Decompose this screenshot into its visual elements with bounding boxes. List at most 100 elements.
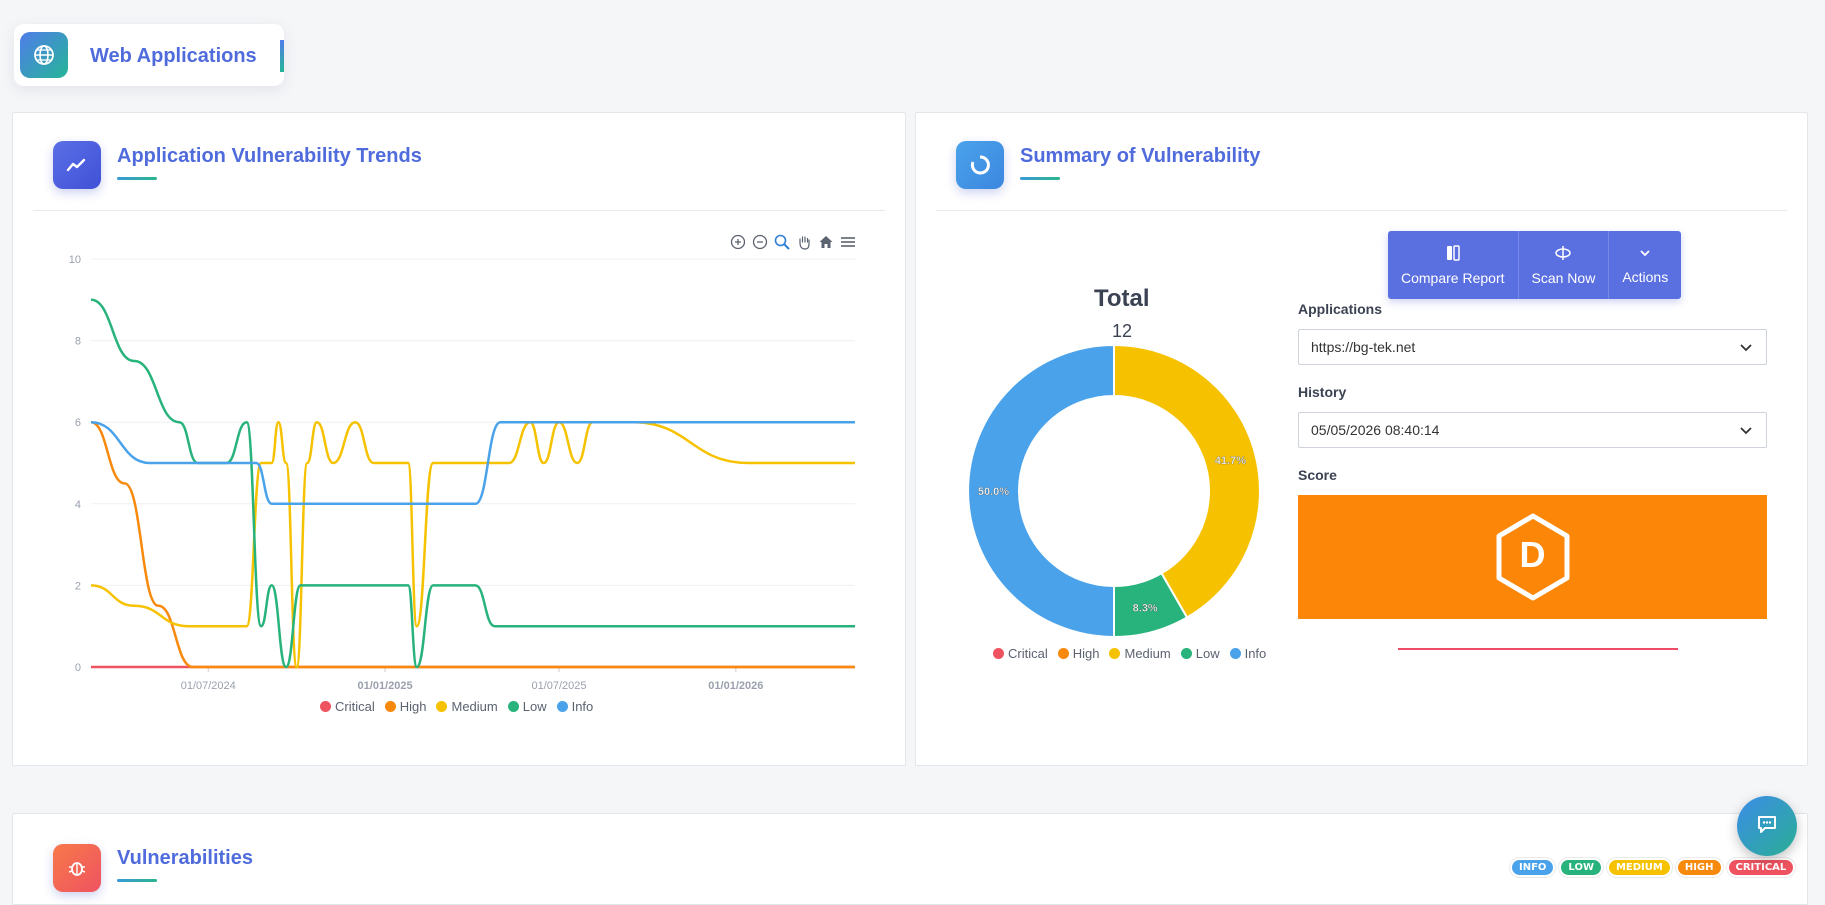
trend-line-icon — [53, 141, 101, 189]
series-line-low[interactable] — [90, 298, 855, 669]
legend-dot — [1229, 648, 1241, 659]
summary-card-title: Summary of Vulnerability — [1020, 145, 1261, 167]
score-hexagon-badge: D — [1493, 512, 1573, 602]
score-label: Score — [1298, 467, 1337, 483]
badge-medium[interactable]: MEDIUM — [1606, 858, 1672, 877]
series-line-info[interactable] — [90, 420, 855, 506]
series-line-medium[interactable] — [90, 420, 855, 669]
legend-label: Low — [1195, 646, 1220, 661]
donut-chart-icon — [956, 141, 1004, 189]
trend-legend-item-medium[interactable]: Medium — [436, 699, 498, 714]
zoom-out-icon[interactable] — [751, 233, 769, 251]
scan-now-button[interactable]: Scan Now — [1517, 231, 1609, 299]
legend-label: Info — [571, 699, 594, 714]
summary-card: Summary of Vulnerability Compare Report … — [915, 112, 1808, 766]
y-tick-label: 10 — [69, 254, 81, 266]
legend-dot — [1180, 648, 1192, 659]
donut-chart-legend: Critical High Medium Low Info — [993, 646, 1266, 661]
y-tick-label: 8 — [75, 336, 81, 348]
legend-dot — [384, 701, 396, 712]
donut-legend-item-critical[interactable]: Critical — [993, 646, 1048, 661]
compare-report-button[interactable]: Compare Report — [1388, 231, 1518, 299]
score-panel: D — [1298, 495, 1767, 619]
trend-legend-item-high[interactable]: High — [384, 699, 427, 714]
title-underline — [117, 879, 157, 882]
trend-legend-item-info[interactable]: Info — [556, 699, 594, 714]
legend-dot — [556, 701, 568, 712]
donut-slice-label: 50.0% — [978, 486, 1009, 498]
badge-critical[interactable]: CRITICAL — [1726, 858, 1796, 877]
series-line-high[interactable] — [90, 420, 855, 669]
donut-legend-item-info[interactable]: Info — [1229, 646, 1267, 661]
trend-line-chart: 0 2 4 6 8 10 01/07/2024 01/01/2025 01/07/2025 01/… — [69, 254, 855, 692]
donut-slice-label: 8.3% — [1133, 602, 1158, 614]
donut-total-value: 12 — [1112, 321, 1133, 341]
legend-label: Critical — [1008, 646, 1048, 661]
summary-action-buttons: Compare Report Scan Now Actions — [1388, 231, 1682, 299]
applications-label: Applications — [1298, 301, 1383, 317]
x-tick-label: 01/01/2026 — [708, 680, 763, 692]
score-grade: D — [1519, 534, 1546, 575]
donut-slice-medium[interactable] — [1113, 343, 1261, 619]
scan-now-label: Scan Now — [1531, 269, 1596, 286]
zoom-in-icon[interactable] — [729, 233, 747, 251]
legend-label: Medium — [1124, 646, 1171, 661]
trend-legend-item-low[interactable]: Low — [507, 699, 547, 714]
badge-low[interactable]: LOW — [1559, 858, 1603, 877]
legend-label: High — [399, 699, 427, 714]
donut-slice-info[interactable] — [967, 343, 1115, 639]
chevron-down-icon — [1638, 246, 1652, 263]
legend-label: Low — [522, 699, 547, 714]
trends-card: Application Vulnerability Trends 0 2 4 6 8 10… — [12, 112, 906, 766]
x-tick-label: 01/07/2025 — [531, 680, 586, 692]
chevron-down-icon — [1738, 339, 1754, 358]
tab-accent-bar — [280, 40, 284, 72]
zoom-selection-icon[interactable] — [773, 233, 791, 251]
legend-label: Critical — [335, 699, 375, 714]
badge-high[interactable]: HIGH — [1675, 858, 1723, 877]
card-divider — [936, 210, 1787, 211]
chat-bubble-icon — [1755, 812, 1779, 841]
y-tick-label: 0 — [75, 662, 81, 674]
score-divider — [1398, 648, 1678, 650]
title-underline — [117, 177, 157, 180]
globe-icon — [20, 32, 68, 78]
title-underline — [1020, 177, 1060, 180]
legend-label: High — [1072, 646, 1100, 661]
history-select-value: 05/05/2026 08:40:14 — [1311, 422, 1440, 438]
history-select[interactable]: 05/05/2026 08:40:14 — [1298, 412, 1767, 448]
actions-label: Actions — [1622, 268, 1669, 285]
trends-card-title: Application Vulnerability Trends — [117, 145, 422, 167]
x-tick-label: 01/01/2025 — [358, 680, 413, 692]
scan-icon — [1554, 245, 1572, 264]
legend-label: Info — [1244, 646, 1267, 661]
chat-fab-button[interactable] — [1737, 796, 1797, 856]
legend-dot — [507, 701, 519, 712]
x-tick-label: 01/07/2024 — [181, 680, 236, 692]
trend-chart-legend: Critical High Medium Low Info — [320, 699, 593, 714]
pan-hand-icon[interactable] — [795, 233, 813, 251]
donut-legend-item-medium[interactable]: Medium — [1109, 646, 1171, 661]
history-label: History — [1298, 384, 1347, 400]
donut-legend-item-low[interactable]: Low — [1180, 646, 1220, 661]
hexagon-icon — [1496, 513, 1569, 601]
donut-slice-label: 41.7% — [1215, 455, 1246, 467]
home-icon[interactable] — [817, 233, 835, 251]
y-tick-label: 2 — [75, 580, 81, 592]
vulnerability-donut-chart: 41.7% 8.3% 50.0% — [967, 343, 1261, 639]
badge-info[interactable]: INFO — [1510, 858, 1556, 877]
applications-select-value: https://bg-tek.net — [1311, 339, 1416, 355]
page-tab-label: Web Applications — [90, 45, 257, 67]
compare-icon — [1446, 244, 1460, 264]
menu-icon[interactable] — [839, 233, 857, 251]
donut-total-label: Total — [1094, 285, 1150, 312]
y-tick-label: 6 — [75, 417, 81, 429]
bug-icon — [53, 844, 101, 892]
donut-legend-item-high[interactable]: High — [1057, 646, 1100, 661]
trend-legend-item-critical[interactable]: Critical — [320, 699, 375, 714]
applications-select[interactable]: https://bg-tek.net — [1298, 329, 1767, 365]
actions-dropdown-button[interactable]: Actions — [1608, 231, 1681, 299]
vulnerabilities-card-title: Vulnerabilities — [117, 847, 253, 869]
web-applications-tab[interactable]: Web Applications — [14, 24, 284, 86]
compare-report-label: Compare Report — [1401, 269, 1505, 286]
